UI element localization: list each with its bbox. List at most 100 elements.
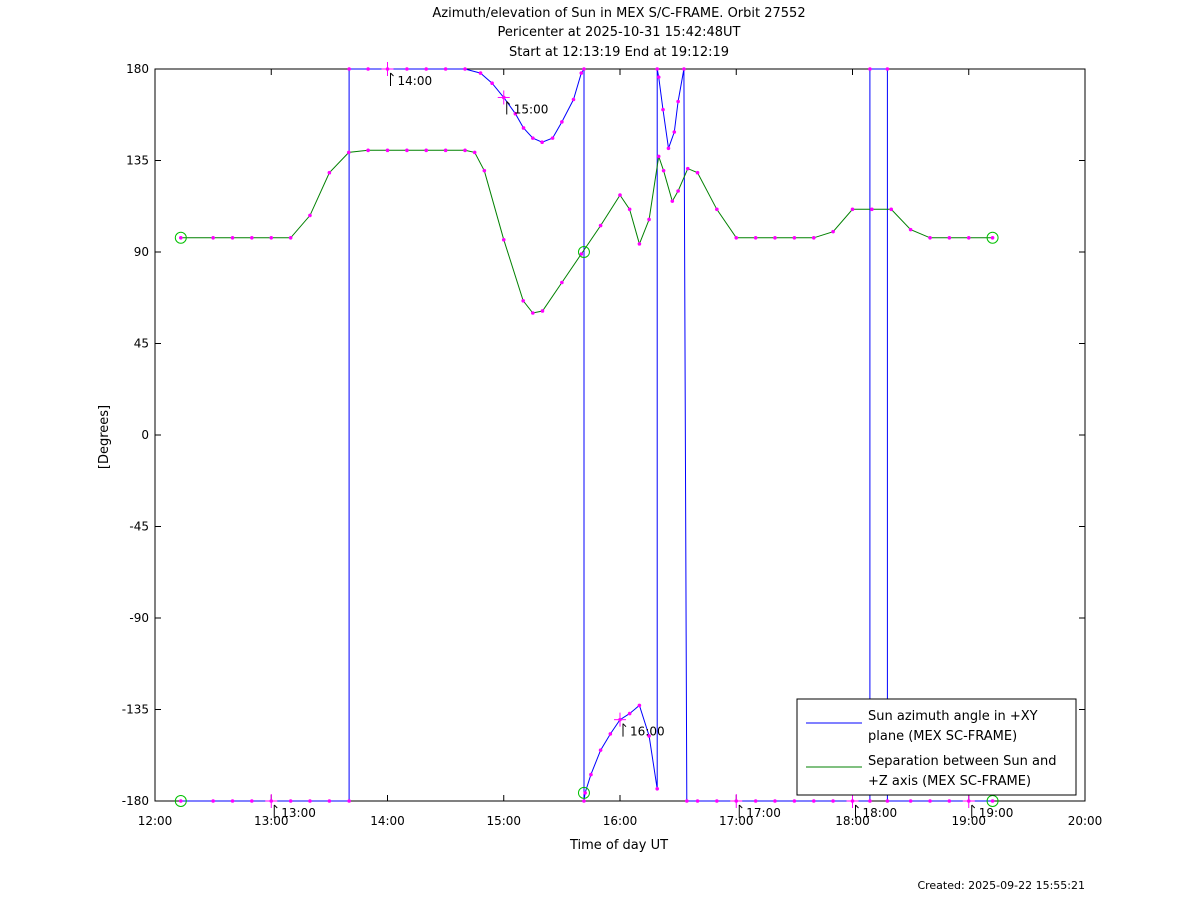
hour-annotation-arrowhead: [273, 804, 278, 809]
data-point-marker: [792, 799, 797, 803]
data-point-marker: [868, 799, 872, 803]
x-tick-label: 17:00: [719, 814, 754, 828]
data-point-marker: [288, 235, 293, 240]
data-point-marker: [598, 748, 603, 752]
series-line-azimuth: [180, 67, 993, 802]
plot-area-frame: [154, 68, 1086, 802]
hour-annotation-label: 18:00: [863, 806, 898, 820]
data-point-marker: [753, 235, 758, 240]
data-point-marker: [521, 126, 526, 130]
data-point-marker: [405, 67, 409, 71]
data-point-marker: [540, 309, 545, 313]
legend-label-separation-line-2: +Z axis (MEX SC-FRAME): [868, 774, 1031, 789]
data-point-marker: [831, 229, 835, 234]
hour-annotation-label: 16:00: [630, 725, 665, 739]
data-point-marker: [579, 71, 584, 75]
data-point-marker: [773, 235, 777, 240]
data-point-marker: [250, 799, 254, 803]
data-point-marker: [928, 235, 932, 240]
data-point-marker: [490, 81, 494, 86]
data-point-marker: [661, 168, 666, 173]
data-point-marker: [811, 799, 816, 803]
data-point-marker: [463, 67, 467, 71]
data-point-marker: [463, 148, 467, 153]
y-tick-label: 90: [134, 245, 149, 259]
data-point-marker: [513, 111, 518, 116]
data-point-marker: [472, 150, 477, 155]
data-point-marker: [269, 235, 274, 240]
series-line-separation: [180, 149, 993, 314]
data-point-marker: [598, 223, 603, 228]
data-point-marker: [582, 799, 586, 803]
x-tick-label: 15:00: [486, 814, 521, 828]
marker-layer: [174, 67, 999, 807]
legend: Sun azimuth angle in +XY plane (MEX SC-F…: [796, 698, 1077, 796]
legend-label-azimuth-line-1: Sun azimuth angle in +XY: [868, 709, 1038, 724]
endpoint-marker: [577, 786, 590, 799]
data-point-marker: [608, 732, 613, 736]
endpoint-marker: [174, 231, 187, 244]
series-layer: [180, 67, 993, 802]
legend-label-azimuth-line-2: plane (MEX SC-FRAME): [868, 729, 1017, 744]
y-tick-label: -180: [122, 794, 149, 808]
data-point-marker: [288, 799, 293, 803]
data-point-marker: [695, 170, 700, 175]
data-point-marker: [850, 207, 855, 212]
data-point-marker: [715, 207, 719, 212]
data-point-marker: [734, 235, 739, 240]
data-point-marker: [230, 235, 235, 240]
data-point-marker: [579, 252, 584, 256]
endpoint-marker: [174, 795, 187, 807]
data-point-marker: [966, 235, 971, 240]
x-tick-label: 14:00: [370, 814, 405, 828]
data-point-marker: [366, 67, 370, 71]
data-point-marker: [550, 136, 555, 140]
data-point-marker: [347, 67, 351, 71]
x-axis-label: Time of day UT: [569, 838, 668, 853]
data-point-marker: [531, 311, 535, 315]
chart-title-line-3: Start at 12:13:19 End at 19:12:19: [509, 45, 729, 60]
data-point-marker: [637, 242, 642, 246]
y-tick-label: 180: [126, 62, 149, 76]
data-point-marker: [366, 148, 370, 153]
endpoint-marker: [986, 231, 999, 244]
x-tick-label: 16:00: [603, 814, 638, 828]
data-point-marker: [560, 280, 564, 285]
hour-annotation-arrowhead: [506, 101, 511, 105]
data-point-marker: [211, 799, 215, 803]
x-tick-label: 18:00: [835, 814, 870, 828]
data-point-marker: [928, 799, 932, 803]
data-point-marker: [947, 799, 952, 803]
data-point-marker: [385, 148, 390, 153]
data-point-marker: [627, 207, 632, 212]
data-point-marker: [405, 148, 409, 153]
data-point-marker: [230, 799, 235, 803]
data-point-marker: [531, 136, 535, 140]
data-point-marker: [560, 120, 564, 124]
data-point-marker: [656, 75, 661, 79]
data-point-marker: [831, 799, 835, 803]
data-point-marker: [478, 71, 483, 75]
data-point-marker: [908, 227, 913, 232]
data-point-marker: [424, 67, 429, 71]
data-point-marker: [571, 97, 576, 102]
data-point-marker: [695, 799, 700, 803]
data-point-marker: [947, 235, 952, 240]
hour-annotation-arrowhead: [855, 804, 859, 809]
hour-annotation-layer: 13:00 14:00 15:00 16:00 17:00 18:00 19:00: [265, 62, 1013, 820]
data-point-marker: [685, 799, 689, 803]
data-point-marker: [676, 189, 680, 193]
data-point-marker: [685, 166, 690, 171]
data-point-marker: [618, 193, 622, 197]
hour-annotation-label: 15:00: [514, 102, 549, 116]
data-point-marker: [637, 703, 642, 708]
data-point-marker: [501, 238, 506, 242]
data-point-marker: [792, 235, 797, 240]
data-point-marker: [627, 711, 632, 716]
data-point-marker: [666, 146, 671, 151]
created-timestamp: Created: 2025-09-22 15:55:21: [917, 879, 1085, 892]
data-point-marker: [424, 148, 429, 153]
legend-label-separation-line-1: Separation between Sun and: [868, 754, 1056, 769]
hour-annotation-label: 19:00: [979, 806, 1014, 820]
